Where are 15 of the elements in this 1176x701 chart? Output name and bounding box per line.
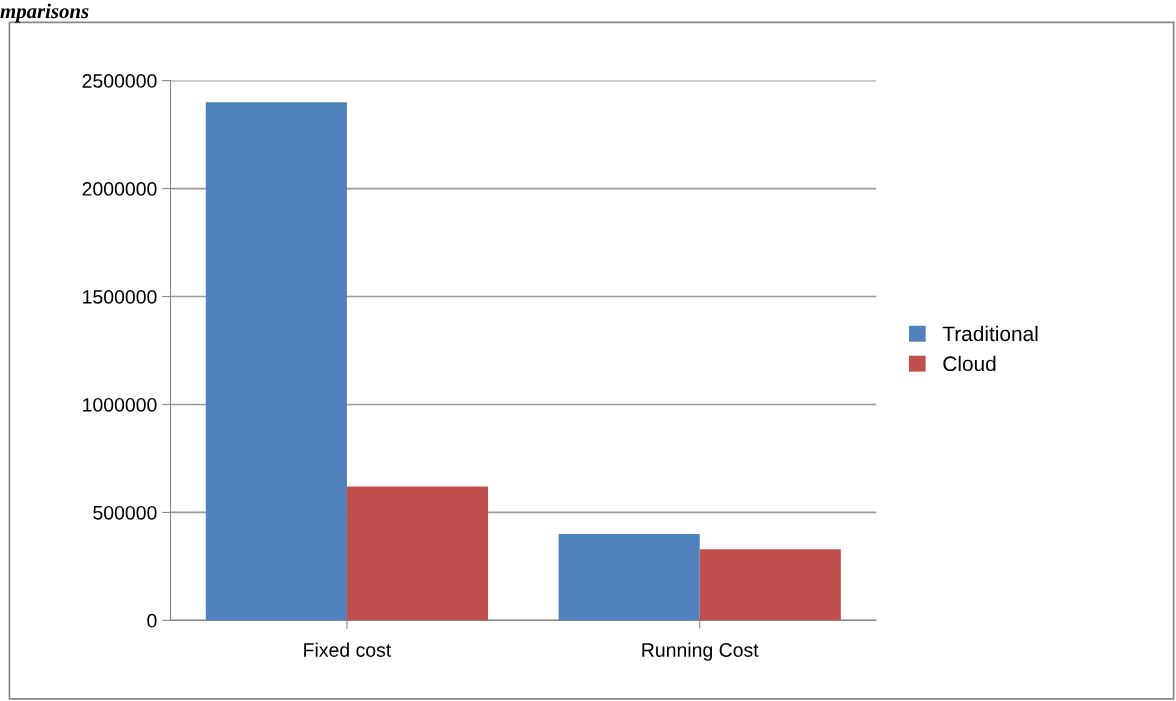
legend-label: Traditional <box>942 325 1038 342</box>
y-tick-label: 2500000 <box>82 74 157 88</box>
y-tick-label: 500000 <box>93 505 157 520</box>
x-tick-label: Fixed cost <box>304 642 392 657</box>
chart-title: mparisons <box>0 3 89 23</box>
x-tick-label: Running Cost <box>642 642 759 661</box>
bar <box>205 102 347 621</box>
legend-label: Cloud <box>943 355 996 372</box>
y-tick-label: 1000000 <box>83 397 157 412</box>
y-tick-label: 0 <box>147 613 157 628</box>
y-tick-label: 2000000 <box>82 182 157 196</box>
bar <box>558 534 700 621</box>
bar <box>346 486 489 621</box>
bar <box>699 549 841 621</box>
y-tick-label: 1500000 <box>83 289 157 304</box>
